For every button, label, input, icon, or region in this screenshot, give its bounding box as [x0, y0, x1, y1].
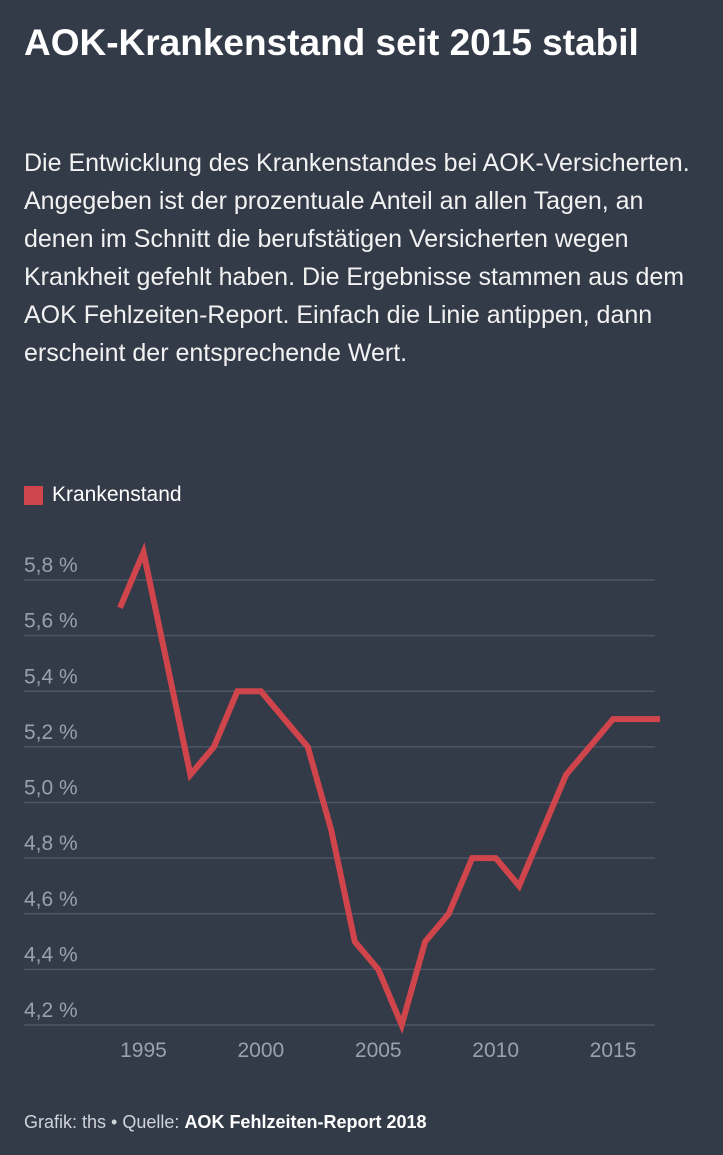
line-chart: 4,2 % 4,4 % 4,6 % 4,8 % 5,0 % 5,2 % 5,4 % 5,6 %… [24, 542, 668, 1062]
y-tick-label: 4,8 % [24, 832, 78, 855]
y-tick-label: 5,8 % [24, 554, 78, 577]
y-tick-label: 5,2 % [24, 721, 78, 744]
footer-credit: Grafik: ths [24, 1112, 107, 1132]
y-tick-label: 4,6 % [24, 888, 78, 911]
data-point[interactable] [112, 600, 128, 616]
data-point[interactable] [370, 961, 386, 977]
data-point[interactable] [558, 767, 574, 783]
data-point[interactable] [394, 1017, 410, 1033]
footer: Grafik: ths • Quelle: AOK Fehlzeiten-Rep… [24, 1112, 427, 1133]
legend-swatch-krankenstand [24, 485, 43, 505]
y-tick-label: 4,2 % [24, 999, 78, 1022]
data-point[interactable] [300, 739, 316, 755]
legend: Krankenstand [24, 482, 182, 508]
series-krankenstand[interactable] [112, 542, 668, 1035]
data-point[interactable] [206, 739, 222, 755]
data-point[interactable] [629, 711, 645, 727]
chart-description: Die Entwicklung des Krankenstandes bei A… [24, 149, 690, 367]
data-point[interactable] [464, 850, 480, 866]
data-point[interactable] [511, 878, 527, 894]
y-tick-label: 5,4 % [24, 665, 78, 688]
data-point[interactable] [605, 711, 621, 727]
x-tick-label: 2015 [590, 1039, 637, 1062]
data-point[interactable] [535, 822, 551, 838]
data-point[interactable] [417, 934, 433, 950]
y-axis-ticks: 4,2 % 4,4 % 4,6 % 4,8 % 5,0 % 5,2 % 5,4 % 5,6 %… [24, 554, 78, 1022]
data-point[interactable] [159, 655, 175, 671]
grid-lines [24, 579, 655, 1026]
legend-label-krankenstand: Krankenstand [52, 483, 182, 506]
x-tick-label: 1995 [120, 1039, 167, 1062]
footer-source-label: Quelle: [122, 1112, 180, 1132]
y-tick-label: 5,6 % [24, 610, 78, 633]
data-point[interactable] [347, 934, 363, 950]
x-axis-ticks: 1995 2000 2005 2010 2015 [120, 1039, 636, 1062]
data-point[interactable] [441, 906, 457, 922]
footer-separator: • [111, 1112, 118, 1132]
page-title: AOK-Krankenstand seit 2015 stabil [24, 22, 639, 63]
data-point[interactable] [253, 683, 269, 699]
y-tick-label: 4,4 % [24, 943, 78, 966]
series-line-krankenstand[interactable] [117, 542, 660, 1035]
x-tick-label: 2005 [355, 1039, 402, 1062]
data-point[interactable] [182, 767, 198, 783]
data-point[interactable] [276, 711, 292, 727]
data-point[interactable] [652, 711, 668, 727]
x-tick-label: 2010 [472, 1039, 519, 1062]
data-point[interactable] [135, 544, 151, 560]
x-tick-label: 2000 [238, 1039, 285, 1062]
footer-source: AOK Fehlzeiten-Report 2018 [184, 1112, 427, 1132]
data-point[interactable] [323, 822, 339, 838]
data-point[interactable] [229, 683, 245, 699]
data-point[interactable] [582, 739, 598, 755]
data-point[interactable] [488, 850, 504, 866]
y-tick-label: 5,0 % [24, 777, 78, 800]
